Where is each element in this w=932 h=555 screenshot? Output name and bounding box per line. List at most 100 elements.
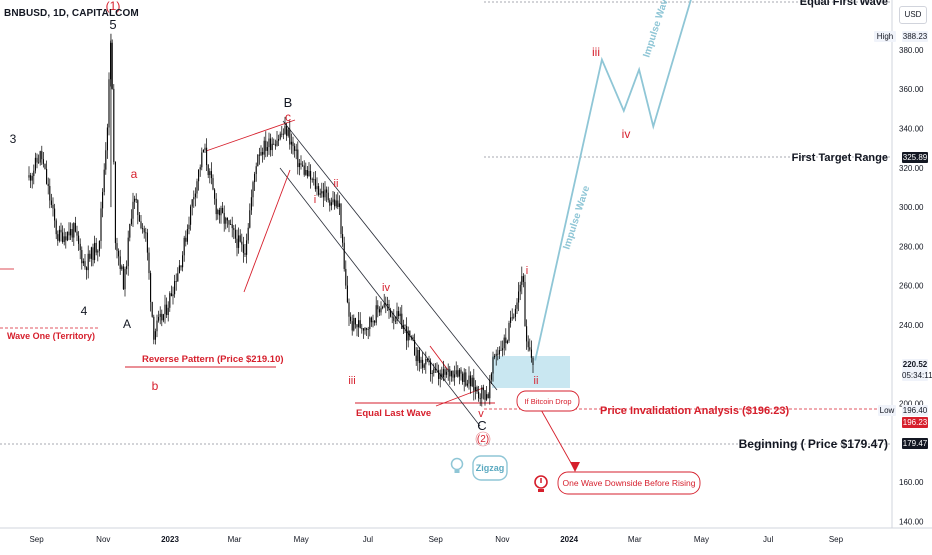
time-tick-label: Jul [763,535,773,544]
candle-body [178,265,180,274]
candle-body [356,324,358,328]
price-tick-label: 160.00 [899,478,924,487]
candle-body [375,305,377,323]
candle-body [449,369,451,377]
candle-body [266,147,268,151]
candle-body [486,394,488,400]
candle-body [526,326,528,342]
one-wave-callout[interactable] [557,471,701,495]
candle-body [180,265,182,268]
candle-body [430,362,432,374]
candlestick-series [28,33,534,407]
candle-body [454,374,456,378]
currency-button[interactable]: USD [899,6,927,24]
first-target-value: 325.89 [902,152,928,163]
candle-body [127,237,129,267]
countdown: 05:34:11 [902,370,932,381]
candle-body [238,235,240,248]
bitcoin-drop-callout[interactable] [516,390,580,412]
candle-body [361,327,363,329]
low-tag: Low [878,405,896,416]
candle-body [338,203,340,207]
time-tick-label: Mar [628,535,642,544]
channel-lower [279,167,481,427]
candle-body [223,212,225,224]
time-tick-label: Jul [363,535,373,544]
candle-body [54,208,56,221]
candle-body [510,317,512,323]
candle-body [382,306,384,309]
candle-body [114,162,116,244]
candle-body [196,181,198,194]
candle-body [369,317,371,330]
candle-body [402,325,404,329]
price-tick-label: 300.00 [899,203,924,212]
candle-body [471,377,473,387]
candle-body [78,235,80,244]
candle-body [321,191,323,194]
candle-body [132,201,134,219]
candle-body [298,163,300,168]
candle-body [225,217,227,224]
candle-body [222,207,224,213]
candle-body [302,164,304,166]
candle-body [58,229,60,241]
current-price: 220.52 [902,359,928,370]
candle-body [462,373,464,382]
candle-body [282,133,284,135]
price-tick-label: 360.00 [899,85,924,94]
candle-body [198,169,200,182]
candle-body [503,337,505,349]
candle-body [90,247,92,259]
candle-body [38,162,40,164]
candle-body [41,151,43,160]
candle-body [34,157,36,171]
candle-body [31,176,33,181]
candle-body [42,159,44,164]
price-tick-label: 200.00 [899,400,924,409]
zigzag-callout[interactable] [472,455,508,481]
candle-body [233,228,235,230]
candle-body [244,253,246,255]
beginning-value: 179.47 [902,438,928,449]
candle-body [151,301,153,317]
candle-body [393,317,395,321]
candle-body [490,373,492,380]
candle-body [65,236,67,241]
candle-body [228,220,230,225]
wave-2-circle [475,431,491,447]
candle-body [126,266,128,269]
candle-body [359,320,361,328]
candle-body [497,353,499,355]
candle-body [199,167,201,170]
price-invalidation-label: Price Invalidation Analysis ($196.23) [600,405,789,417]
candle-body [446,371,448,375]
candle-body [377,305,379,310]
candle-body [370,317,372,323]
time-axis[interactable]: Sep Nov 2023 Mar May Jul Sep Nov 2024 Mar May Jul Se… [29,535,843,544]
wave-one-territory-label: Wave One (Territory) [7,331,95,341]
candle-body [487,394,489,399]
candle-body [161,313,163,321]
candle-body [294,146,296,151]
candle-body [406,326,408,341]
candle-body [426,358,428,361]
high-value: 388.23 [902,31,928,42]
sub-label-iv: iv [382,282,390,294]
time-tick-label: Sep [829,535,844,544]
candle-body [263,140,265,155]
candle-body [428,360,430,363]
candle-body [529,347,531,350]
beginning-label: Beginning ( Price $179.47) [739,437,888,451]
candle-body [207,165,209,176]
candle-body [50,200,52,205]
candle-body [63,236,65,243]
candle-body [417,350,419,362]
candle-body [532,357,534,366]
price-axis[interactable]: 380.00 360.00 340.00 320.00 300.00 280.00 260.… [899,46,924,527]
candle-body [418,350,420,363]
candle-body [314,179,316,190]
time-tick-label: 2023 [161,535,179,544]
candle-body [327,192,329,201]
